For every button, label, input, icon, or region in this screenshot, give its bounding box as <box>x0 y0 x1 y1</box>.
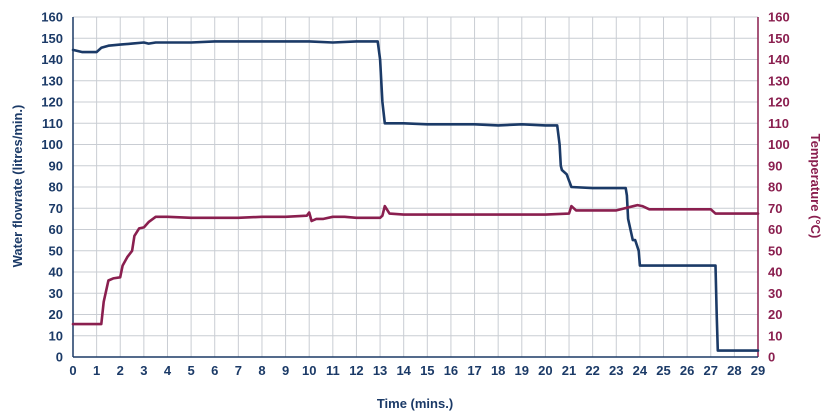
grid-lines <box>72 16 759 358</box>
x-tick-label: 25 <box>656 363 670 378</box>
x-axis-label: Time (mins.) <box>377 396 453 411</box>
x-tick-label: 18 <box>491 363 505 378</box>
y-axis-label-right: Temperature (°C) <box>808 134 823 239</box>
x-tick-label: 17 <box>467 363 481 378</box>
y-tick-label-right: 30 <box>768 286 782 301</box>
x-tick-label: 10 <box>302 363 316 378</box>
y-tick-label-right: 0 <box>768 350 775 365</box>
x-tick-label: 23 <box>609 363 623 378</box>
x-tick-label: 20 <box>538 363 552 378</box>
x-tick-label: 24 <box>633 363 648 378</box>
y-tick-label-right: 110 <box>768 116 789 131</box>
y-tick-label-right: 20 <box>768 307 782 322</box>
x-tick-label: 0 <box>69 363 76 378</box>
x-tick-label: 19 <box>515 363 529 378</box>
y-tick-label-left: 140 <box>41 52 63 67</box>
axes <box>72 17 759 358</box>
x-tick-label: 2 <box>117 363 124 378</box>
y-tick-label-right: 120 <box>768 95 790 110</box>
x-tick-label: 14 <box>396 363 411 378</box>
tick-labels: 0 1 2 3 4 5 6 7 8 9 10 11 12 13 14 15 16 17 18 19 20 21 22 23 24… <box>41 10 789 379</box>
x-tick-label: 6 <box>211 363 218 378</box>
y-tick-label-left: 120 <box>41 95 63 110</box>
x-tick-label: 11 <box>326 363 340 378</box>
y-tick-label-left: 10 <box>49 328 63 343</box>
x-tick-label: 5 <box>187 363 194 378</box>
x-tick-label: 8 <box>258 363 265 378</box>
x-tick-label: 7 <box>235 363 242 378</box>
y-tick-label-right: 70 <box>768 201 782 216</box>
y-tick-label-right: 160 <box>768 10 790 25</box>
y-tick-label-right: 10 <box>768 328 782 343</box>
x-tick-label: 29 <box>751 363 765 378</box>
x-tick-label: 15 <box>420 363 434 378</box>
y-tick-label-left: 130 <box>41 73 63 88</box>
y-axis-label-left: Water flowrate (litres/min.) <box>10 105 25 268</box>
y-tick-label-left: 150 <box>41 31 63 46</box>
y-tick-label-right: 80 <box>768 180 782 195</box>
flowrate-series-line <box>71 40 760 352</box>
y-tick-label-right: 40 <box>768 265 782 280</box>
y-tick-label-right: 100 <box>768 137 790 152</box>
y-tick-label-left: 20 <box>49 307 63 322</box>
x-tick-label: 16 <box>444 363 458 378</box>
x-tick-label: 22 <box>585 363 599 378</box>
x-tick-label: 13 <box>373 363 387 378</box>
y-tick-label-right: 130 <box>768 73 790 88</box>
x-tick-label: 28 <box>727 363 741 378</box>
temperature-series-line <box>71 203 760 326</box>
y-tick-label-left: 80 <box>49 180 63 195</box>
y-tick-label-left: 90 <box>49 158 63 173</box>
y-tick-label-left: 70 <box>49 201 63 216</box>
y-tick-label-left: 40 <box>49 265 63 280</box>
x-tick-label: 1 <box>93 363 100 378</box>
y-tick-label-right: 50 <box>768 243 782 258</box>
x-tick-label: 21 <box>562 363 576 378</box>
y-tick-label-left: 60 <box>49 222 63 237</box>
y-tick-label-right: 140 <box>768 52 790 67</box>
y-tick-label-left: 50 <box>49 243 63 258</box>
y-tick-label-left: 30 <box>49 286 63 301</box>
x-tick-label: 27 <box>704 363 718 378</box>
y-tick-label-right: 60 <box>768 222 782 237</box>
y-tick-label-left: 0 <box>56 350 63 365</box>
x-tick-label: 3 <box>140 363 147 378</box>
y-tick-label-left: 110 <box>42 116 63 131</box>
series-lines <box>71 40 760 352</box>
y-tick-label-right: 90 <box>768 158 782 173</box>
x-tick-label: 26 <box>680 363 694 378</box>
x-tick-label: 9 <box>282 363 289 378</box>
y-tick-label-left: 100 <box>41 137 63 152</box>
x-tick-label: 12 <box>349 363 363 378</box>
y-tick-label-right: 150 <box>768 31 790 46</box>
x-tick-label: 4 <box>164 363 172 378</box>
y-tick-label-left: 160 <box>41 10 63 25</box>
